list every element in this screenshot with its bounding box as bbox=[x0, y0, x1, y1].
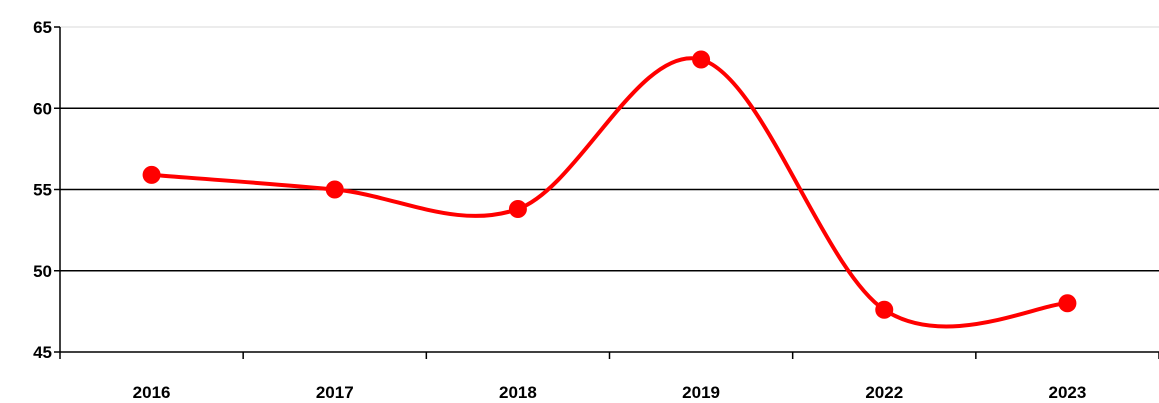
y-tick-label: 55 bbox=[33, 181, 52, 200]
data-point-2023 bbox=[1058, 294, 1077, 313]
y-tick-label: 50 bbox=[33, 262, 52, 281]
x-axis-ticks: 2016 2017 2018 2019 2022 2023 bbox=[59, 352, 1159, 402]
series-line bbox=[149, 56, 1070, 329]
x-tick-label: 2022 bbox=[865, 383, 903, 402]
data-point-2017 bbox=[325, 180, 344, 199]
data-point-2016 bbox=[142, 165, 161, 184]
data-point-2022 bbox=[875, 300, 894, 319]
x-tick-label: 2023 bbox=[1049, 383, 1087, 402]
x-tick-label: 2016 bbox=[133, 383, 171, 402]
gridlines bbox=[60, 26, 1159, 272]
series-group bbox=[142, 50, 1077, 329]
data-point-2018 bbox=[508, 200, 527, 218]
data-point-2019 bbox=[692, 50, 711, 69]
y-axis-ticks: 45 50 55 60 65 bbox=[33, 18, 60, 362]
x-tick-label: 2017 bbox=[316, 383, 354, 402]
y-tick-label: 45 bbox=[33, 343, 52, 362]
y-tick-label: 60 bbox=[33, 99, 52, 118]
x-tick-label: 2019 bbox=[682, 383, 720, 402]
x-tick-label: 2018 bbox=[499, 383, 537, 402]
y-tick-label: 65 bbox=[33, 18, 52, 37]
